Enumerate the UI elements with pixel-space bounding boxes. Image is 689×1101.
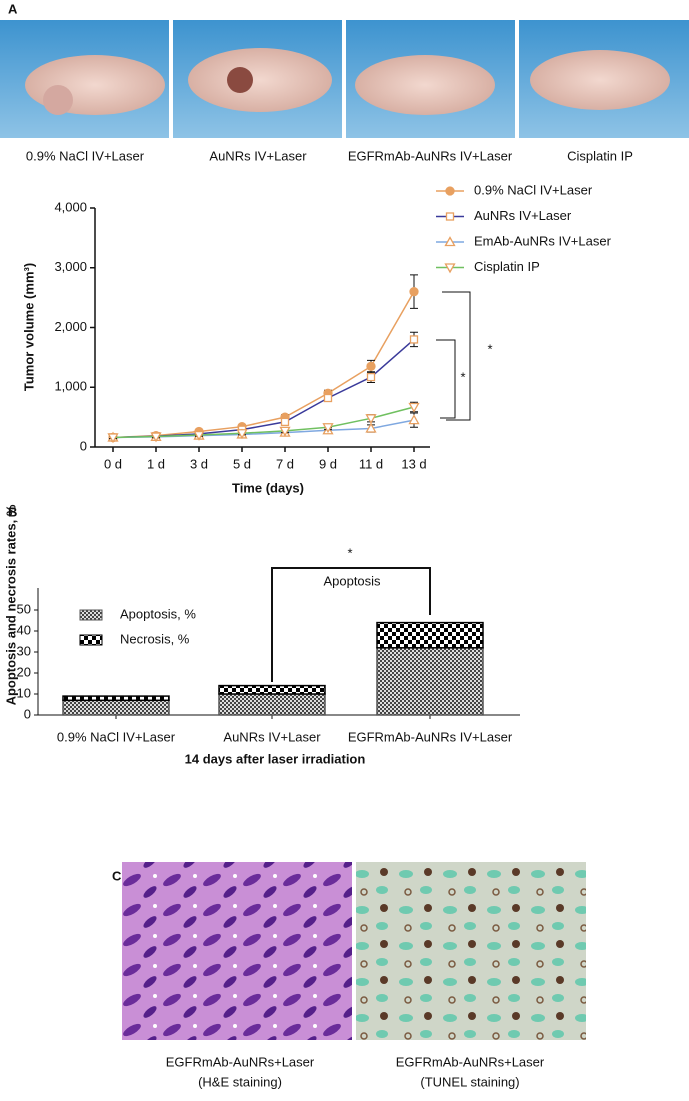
x-tick-label: 3 d xyxy=(190,456,208,471)
y-tick-label: 30 xyxy=(17,643,31,658)
mouse xyxy=(355,55,495,115)
micrograph-caption: EGFRmAb-AuNRs+Laser xyxy=(396,1054,545,1069)
legend-swatch xyxy=(79,609,103,621)
x-tick-label: EGFRmAb-AuNRs IV+Laser xyxy=(348,729,513,744)
marker xyxy=(322,423,334,434)
legend-label: Apoptosis, % xyxy=(120,606,196,621)
x-tick-label: 11 d xyxy=(359,456,383,471)
marker xyxy=(366,361,376,371)
marker xyxy=(323,393,333,403)
bar-segment xyxy=(376,647,484,716)
micrograph-caption: (H&E staining) xyxy=(198,1074,282,1089)
photo-caption: 0.9% NaCl IV+Laser xyxy=(26,148,145,163)
x-tick-label: 7 d xyxy=(276,456,294,471)
y-tick-label: 4,000 xyxy=(54,199,87,214)
legend-label: 0.9% NaCl IV+Laser xyxy=(474,182,593,197)
x-tick-label: 9 d xyxy=(319,456,337,471)
bracket xyxy=(442,291,471,421)
marker xyxy=(366,372,376,382)
mouse xyxy=(530,50,670,110)
micrograph-caption: EGFRmAb-AuNRs+Laser xyxy=(166,1054,315,1069)
tumor xyxy=(43,85,73,115)
series-line xyxy=(112,406,415,439)
legend-label: Cisplatin IP xyxy=(474,259,540,274)
bar-segment xyxy=(218,684,326,695)
panel-label: C xyxy=(112,868,122,883)
x-axis-label: 14 days after laser irradiation xyxy=(185,751,366,766)
annotation: * xyxy=(347,545,352,560)
annotation: * xyxy=(487,341,492,356)
y-tick-label: 40 xyxy=(17,622,31,637)
micrograph-caption: (TUNEL staining) xyxy=(420,1074,519,1089)
y-tick-label: 1,000 xyxy=(54,379,87,394)
marker xyxy=(409,335,419,344)
bar-segment xyxy=(62,695,170,702)
bracket xyxy=(271,567,431,682)
marker xyxy=(193,430,205,441)
legend-label: AuNRs IV+Laser xyxy=(474,208,572,223)
x-tick-label: 0.9% NaCl IV+Laser xyxy=(57,729,176,744)
marker xyxy=(279,426,291,437)
y-tick-label: 10 xyxy=(17,685,31,700)
marker xyxy=(444,236,456,247)
photo-caption: EGFRmAb-AuNRs IV+Laser xyxy=(348,148,513,163)
y-tick-label: 0 xyxy=(80,438,87,453)
marker xyxy=(445,212,455,221)
marker xyxy=(365,422,377,433)
legend-swatch xyxy=(79,634,103,646)
bar-segment xyxy=(376,621,484,649)
x-axis-label: Time (days) xyxy=(232,480,304,495)
marker xyxy=(280,417,290,427)
bar-segment xyxy=(62,699,170,716)
marker xyxy=(365,414,377,425)
micrograph xyxy=(356,862,586,1040)
panel-label: B xyxy=(8,504,17,519)
legend-label: EmAb-AuNRs IV+Laser xyxy=(474,233,612,248)
marker xyxy=(408,402,420,413)
tumor xyxy=(227,67,253,93)
bracket xyxy=(436,339,456,419)
brackets-a xyxy=(436,291,471,421)
x-tick-label: 1 d xyxy=(147,456,165,471)
y-tick-label: 20 xyxy=(17,664,31,679)
y-tick-label: 50 xyxy=(17,601,31,616)
y-tick-label: 3,000 xyxy=(54,259,87,274)
x-tick-label: 13 d xyxy=(401,456,426,471)
mouse xyxy=(188,48,332,112)
photo-caption: Cisplatin IP xyxy=(567,148,633,163)
photo-caption: AuNRs IV+Laser xyxy=(209,148,307,163)
micrograph xyxy=(122,862,352,1040)
annotation: Apoptosis xyxy=(323,573,381,588)
y-tick-label: 2,000 xyxy=(54,319,87,334)
marker xyxy=(107,433,119,444)
marker xyxy=(445,186,455,196)
series-line xyxy=(112,291,415,439)
x-tick-label: 5 d xyxy=(233,456,251,471)
y-tick-label: 0 xyxy=(24,706,31,721)
series-line xyxy=(112,338,415,439)
x-tick-label: AuNRs IV+Laser xyxy=(223,729,321,744)
x-tick-label: 0 d xyxy=(104,456,122,471)
photos xyxy=(0,20,689,138)
marker xyxy=(236,429,248,440)
legend-label: Necrosis, % xyxy=(120,631,190,646)
marker xyxy=(150,432,162,443)
marker xyxy=(408,414,420,425)
panel-label: A xyxy=(8,1,18,16)
annotation: * xyxy=(460,369,465,384)
y-axis-label: Apoptosis and necrosis rates, % xyxy=(3,504,18,705)
marker xyxy=(444,263,456,274)
bar-segment xyxy=(218,693,326,716)
y-axis-label: Tumor volume (mm³) xyxy=(21,263,36,391)
marker xyxy=(409,286,419,297)
